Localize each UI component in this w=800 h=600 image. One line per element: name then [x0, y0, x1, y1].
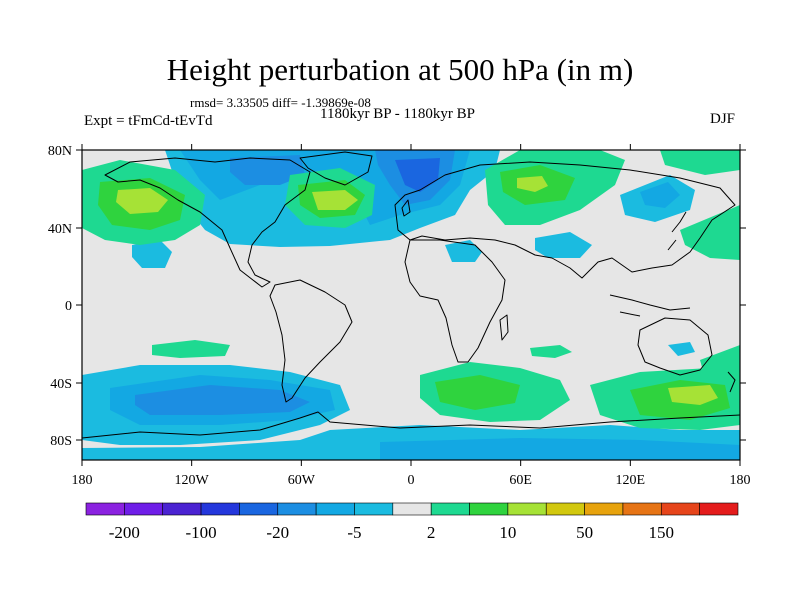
coastline-eurasia	[394, 161, 736, 279]
contour-negative-asia	[535, 232, 592, 258]
contour-field	[82, 150, 740, 460]
coastline-madagascar	[499, 314, 509, 341]
coastline-africa	[404, 239, 506, 363]
lat-tick-label: 40S	[50, 377, 72, 392]
contour-negative-southern-pacific-strong	[135, 385, 310, 415]
colorbar-label: 10	[499, 523, 516, 542]
colorbar-swatch	[239, 502, 279, 516]
colorbar-label: 150	[649, 523, 675, 542]
contour-positive-tropical-pacific	[152, 340, 230, 358]
lon-tick-label: 180	[72, 473, 93, 488]
contour-negative-tropical-west-pacific	[668, 342, 695, 356]
contour-positive-south-atlantic-core	[435, 375, 520, 410]
colorbar-swatch	[124, 502, 164, 516]
contour-negative-west-pacific-core	[640, 182, 680, 208]
map-axes: 80N 40N 0 40S 80S 180 120W 60W 0 60E 120E 180	[48, 144, 751, 488]
lat-tick-label: 80S	[50, 434, 72, 449]
lon-tick-label: 120E	[616, 473, 646, 488]
coastlines	[82, 151, 740, 439]
experiment-label: Expt = tFmCd-tEvTd	[84, 113, 213, 129]
coastline-north-america	[104, 157, 311, 288]
contour-positive-tropical-atlantic	[530, 345, 572, 358]
stats-label: rmsd= 3.33505 diff= -1.39869e-08	[190, 95, 371, 110]
lat-tick-label: 40N	[48, 222, 72, 237]
colorbar-swatch	[430, 502, 470, 516]
colorbar-swatch	[699, 502, 739, 516]
colorbar: -200 -100 -20 -5 2 10 50 150	[85, 502, 739, 542]
coastline-japan	[667, 211, 687, 251]
contour-positive-north-pacific-east	[680, 205, 740, 260]
contour-negative-pacific-small	[132, 240, 172, 268]
colorbar-swatch	[354, 502, 394, 516]
contour-positive-north-pacific-peak	[116, 188, 168, 214]
coastline-new-zealand	[727, 371, 736, 393]
lat-tick-label: 0	[65, 299, 72, 314]
colorbar-swatch	[545, 502, 585, 516]
colorbar-swatch	[584, 502, 624, 516]
colorbar-swatch	[507, 502, 547, 516]
coastline-uk	[401, 199, 411, 217]
contour-negative-alaska	[230, 155, 305, 185]
colorbar-swatch	[469, 502, 509, 516]
lon-tick-label: 0	[408, 473, 415, 488]
colorbar-label: 2	[427, 523, 436, 542]
coastline-greenland	[299, 151, 373, 186]
colorbar-swatch	[660, 502, 700, 516]
coastline-indonesia	[609, 294, 691, 317]
colorbar-swatch	[162, 502, 202, 516]
colorbar-label: -200	[109, 523, 140, 542]
contour-positive-siberia-peak	[517, 176, 548, 192]
page-title: Height perturbation at 500 hPa (in m)	[166, 52, 634, 87]
coastline-south-america	[269, 279, 353, 403]
contour-negative-atlantic-small	[445, 240, 482, 262]
colorbar-swatch	[85, 502, 125, 516]
colorbar-label: -100	[185, 523, 216, 542]
colorbar-swatch	[622, 502, 662, 516]
contour-positive-south-indian-peak	[668, 385, 718, 405]
contour-positive-arctic-east	[660, 150, 740, 175]
lon-tick-label: 120W	[175, 473, 210, 488]
colorbar-label: -20	[266, 523, 289, 542]
colorbar-swatch	[392, 502, 432, 516]
season-label: DJF	[710, 111, 736, 127]
coastline-australia	[637, 317, 713, 376]
contour-positive-north-atlantic-peak	[312, 190, 358, 210]
colorbar-swatch	[277, 502, 317, 516]
coastline-antarctica	[82, 411, 740, 439]
colorbar-label: -5	[347, 523, 361, 542]
subtitle: 1180kyr BP - 1180kyr BP	[320, 106, 476, 122]
contour-negative-southern-ocean-core	[380, 438, 740, 460]
colorbar-label: 50	[576, 523, 593, 542]
lat-tick-label: 80N	[48, 144, 72, 159]
colorbar-swatch	[200, 502, 240, 516]
colorbar-swatch	[315, 502, 355, 516]
lon-tick-label: 60E	[509, 473, 532, 488]
lon-tick-label: 180	[730, 473, 751, 488]
contour-negative-eurasia-strong	[395, 158, 440, 192]
lon-tick-label: 60W	[288, 473, 316, 488]
